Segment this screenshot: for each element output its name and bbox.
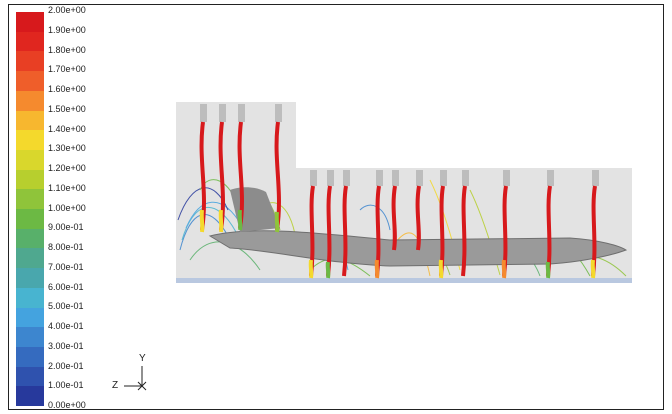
color-scale-label: 2.00e+00	[48, 5, 86, 15]
color-scale-label: 1.00e+00	[48, 202, 86, 213]
color-scale-label: 1.30e+00	[48, 143, 86, 154]
jet	[308, 170, 317, 279]
color-swatch	[16, 110, 44, 131]
color-swatch	[16, 51, 44, 72]
color-scale-label: 1.70e+00	[48, 64, 86, 75]
color-swatch	[16, 189, 44, 210]
color-scale-label: 1.00e-01	[48, 380, 84, 391]
color-swatch	[16, 209, 44, 229]
color-swatch	[16, 307, 44, 328]
color-scale-labels: 2.00e+00 1.90e+00 1.80e+00 1.70e+00 1.60e+00…	[48, 6, 86, 410]
color-scale-label: 1.10e+00	[48, 182, 86, 193]
color-swatch	[16, 71, 44, 91]
color-scale-label: 1.20e+00	[48, 163, 86, 173]
color-scale-label: 1.90e+00	[48, 24, 86, 35]
color-scale-label: 5.00e-01	[48, 301, 84, 312]
color-swatch	[16, 169, 44, 190]
color-scale-label: 3.00e-01	[48, 340, 84, 351]
color-swatch	[16, 268, 44, 288]
color-swatch	[16, 248, 44, 269]
color-scale-label: 4.00e-01	[48, 321, 84, 331]
color-scale-label: 9.00e-01	[48, 222, 84, 233]
jet	[218, 104, 226, 233]
floor-strip	[176, 278, 632, 283]
color-swatch	[16, 31, 44, 52]
color-scale-label: 6.00e-01	[48, 281, 84, 292]
color-scale-label: 0.00e+00	[48, 400, 86, 410]
color-scale-label: 1.80e+00	[48, 44, 86, 55]
color-scale-label: 1.60e+00	[48, 84, 86, 94]
color-scale-label: 2.00e-01	[48, 360, 84, 371]
axis-label-z: Z	[112, 380, 119, 391]
axis-triad-lines	[124, 366, 147, 391]
color-swatch	[16, 366, 44, 387]
axis-label-y: Y	[139, 353, 146, 364]
jet	[545, 170, 554, 279]
axis-triad: Y Z	[108, 353, 156, 396]
color-swatch	[16, 327, 44, 347]
jet	[274, 104, 282, 233]
jet	[501, 170, 510, 279]
color-swatch	[16, 287, 44, 308]
jet	[461, 170, 469, 277]
jet	[438, 170, 447, 279]
jet	[415, 170, 423, 251]
color-swatch	[16, 90, 44, 111]
color-swatch	[16, 346, 44, 367]
color-swatch	[16, 130, 44, 150]
color-scale-bar	[16, 12, 44, 407]
jet	[199, 104, 207, 233]
color-scale-label: 7.00e-01	[48, 261, 84, 272]
color-scale-label: 1.50e+00	[48, 103, 86, 114]
jet	[342, 170, 350, 277]
color-swatch	[16, 149, 44, 170]
jet	[590, 170, 599, 279]
jet	[391, 170, 399, 251]
jet	[374, 170, 383, 279]
color-scale-label: 1.40e+00	[48, 123, 86, 134]
flow-visualization	[176, 102, 632, 283]
color-scale-label: 8.00e-01	[48, 242, 84, 252]
jet	[325, 170, 334, 279]
color-swatch	[16, 228, 44, 249]
jets	[199, 104, 599, 279]
jet	[237, 104, 245, 231]
color-swatch	[16, 386, 44, 407]
color-swatch	[16, 12, 44, 32]
